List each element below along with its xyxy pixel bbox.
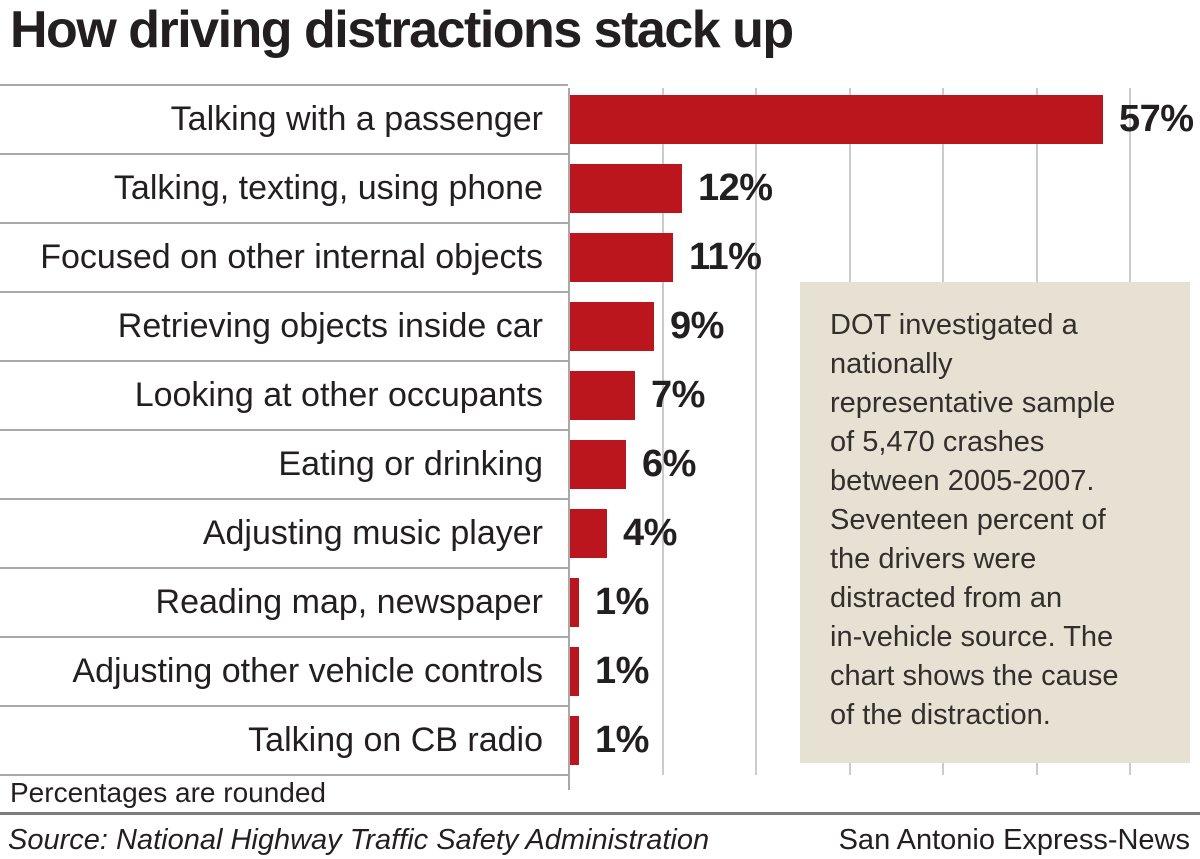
category-label: Adjusting music player [202,514,543,552]
value-label: 4% [623,512,677,554]
category-label: Talking with a passenger [170,100,543,138]
chart-row: Looking at other occupants 7% [0,361,1200,430]
bar [570,647,579,696]
category-label: Focused on other internal objects [40,238,543,276]
category-label: Looking at other occupants [134,376,543,414]
bar [570,440,626,489]
category-label: Eating or drinking [278,445,543,483]
row-separator [0,153,568,155]
chart-title: How driving distractions stack up [10,1,794,59]
chart-row: Eating or drinking 6% [0,430,1200,499]
bar [570,371,635,420]
gridline-0-percent [568,88,570,790]
bar [570,509,607,558]
value-label: 1% [595,581,649,623]
category-label: Adjusting other vehicle controls [72,652,543,690]
chart-row: Talking on CB radio 1% [0,706,1200,775]
bar [570,233,673,282]
value-label: 1% [595,719,649,761]
footnote: Percentages are rounded [10,777,326,808]
row-separator [0,291,568,293]
chart-row: Adjusting music player 4% [0,499,1200,568]
bar [570,578,579,627]
value-label: 11% [689,236,762,278]
chart-row: Talking with a passenger 57% [0,85,1200,154]
row-separator [0,222,568,224]
row-separator [0,705,568,707]
value-label: 6% [642,443,696,485]
category-label: Reading map, newspaper [155,583,543,621]
bar [570,95,1103,144]
annotation-box: DOT investigated a nationally representa… [800,282,1190,763]
value-label: 1% [595,650,649,692]
chart-row: Adjusting other vehicle controls 1% [0,637,1200,706]
category-label: Talking, texting, using phone [113,169,543,207]
row-separator [0,360,568,362]
gridline-20-percent [755,88,757,775]
row-separator [0,636,568,638]
value-label: 7% [651,374,705,416]
category-label: Retrieving objects inside car [117,307,543,345]
gridline-10-percent [662,88,664,775]
row-separator [0,429,568,431]
row-separator [0,774,568,776]
row-separator [0,498,568,500]
chart-row: Reading map, newspaper 1% [0,568,1200,637]
chart-row: Talking, texting, using phone 12% [0,154,1200,223]
source-credit: Source: National Highway Traffic Safety … [8,824,710,856]
row-separator [0,567,568,569]
value-label: 9% [670,305,724,347]
bar [570,164,682,213]
publication-credit: San Antonio Express-News [838,824,1190,856]
row-separator [0,84,568,86]
footer-divider [0,812,1200,815]
bar [570,302,654,351]
chart-row: Focused on other internal objects 11% [0,223,1200,292]
chart-row: Retrieving objects inside car 9% [0,292,1200,361]
category-label: Talking on CB radio [248,721,543,759]
value-label: 57% [1119,98,1194,140]
value-label: 12% [698,167,773,209]
bar [570,716,579,765]
